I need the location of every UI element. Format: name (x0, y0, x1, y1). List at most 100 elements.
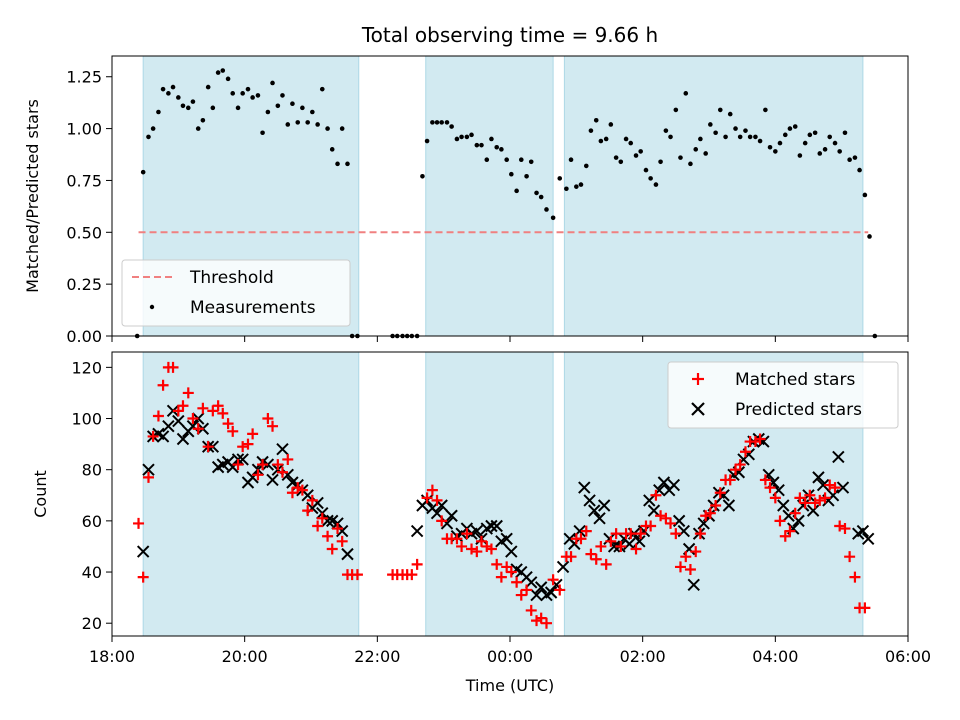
count-points (133, 361, 875, 629)
measurement-point (146, 134, 151, 140)
matched-star-point (451, 533, 463, 545)
measurement-point (499, 147, 504, 152)
measurement-point (454, 136, 460, 142)
matched-star-point (625, 528, 637, 540)
bottom-y-ticks: 20 40 60 80 100 120 (71, 358, 112, 633)
top-y-axis-label: Matched/Predicted stars (23, 99, 42, 293)
matched-star-point (475, 535, 487, 547)
matched-star-point (734, 459, 746, 471)
matched-star-point (794, 492, 806, 504)
measurement-point (180, 103, 186, 109)
measurement-point (583, 163, 589, 169)
predicted-star-point (647, 504, 661, 517)
measurement-point (484, 157, 490, 163)
measurement-point (514, 188, 519, 194)
predicted-star-point (806, 504, 820, 517)
predicted-star-point (667, 478, 681, 492)
predicted-star-point (162, 419, 175, 433)
matched-star-point (133, 517, 145, 529)
predicted-star-point (777, 499, 790, 512)
measurement-point (240, 91, 245, 96)
measurement-point (518, 157, 524, 163)
measurement-point (832, 140, 838, 146)
matched-star-point (227, 425, 239, 437)
measurement-point (474, 142, 480, 148)
matched-star-point (839, 523, 851, 535)
legend-predicted-swatch (691, 402, 705, 416)
predicted-star-point (657, 476, 671, 489)
predicted-star-point (281, 468, 294, 482)
matched-star-point (187, 413, 199, 425)
measurement-point (225, 76, 231, 82)
measurement-point (156, 109, 161, 115)
predicted-star-point (186, 419, 200, 433)
matched-star-point (521, 584, 533, 596)
predicted-star-point (583, 494, 596, 507)
predicted-star-point (593, 512, 606, 525)
matched-star-point (222, 418, 234, 430)
predicted-star-point (643, 494, 656, 507)
bottom-legend: Matched stars Predicted stars (667, 361, 899, 429)
predicted-star-point (530, 588, 543, 602)
measurement-point (434, 120, 440, 125)
predicted-star-point (861, 532, 875, 545)
measurement-point (538, 194, 544, 200)
predicted-star-point (276, 443, 289, 456)
matched-star-point (252, 469, 264, 481)
matched-star-point (212, 400, 224, 412)
predicted-star-point (578, 481, 591, 494)
measurement-point (857, 167, 862, 173)
measurement-point (713, 130, 718, 136)
measurement-point (339, 126, 345, 131)
legend-matched-label: Matched stars (735, 370, 855, 390)
measurement-point (757, 138, 763, 144)
matched-star-point (316, 512, 328, 524)
matched-star-point (421, 492, 433, 504)
predicted-star-point (836, 481, 850, 494)
measurement-point (593, 117, 599, 123)
measurement-point (469, 132, 474, 138)
matched-star-point (456, 540, 468, 552)
matched-star-point (670, 528, 682, 540)
matched-star-point (844, 551, 856, 563)
top-y-tick-label: 1.25 (66, 68, 102, 87)
matched-star-point (610, 528, 622, 540)
matched-star-point (142, 471, 154, 483)
matched-star-point (286, 487, 298, 499)
matched-star-point (242, 438, 254, 450)
measurement-point (464, 134, 470, 140)
predicted-star-point (816, 478, 830, 492)
predicted-star-point (156, 430, 170, 443)
measurement-point (698, 136, 703, 142)
matched-star-point (192, 423, 204, 435)
top-shaded-region-2 (425, 55, 554, 337)
measurement-point (544, 207, 549, 212)
matched-star-point (575, 533, 587, 545)
measurement-point (329, 147, 335, 152)
measurement-point (668, 134, 673, 140)
matched-star-point (471, 546, 483, 558)
matched-star-point (789, 507, 801, 519)
matched-star-point (466, 543, 478, 555)
predicted-star-point (812, 471, 825, 484)
matched-star-point (306, 494, 318, 506)
measurement-point (564, 186, 569, 192)
predicted-star-point (410, 524, 424, 538)
measurement-point (230, 91, 236, 96)
measurement-point (150, 126, 156, 131)
measurement-point (250, 95, 255, 100)
measurement-point (305, 120, 310, 125)
chart-title: Total observing time = 9.66 h (361, 23, 658, 47)
measurement-point (723, 134, 728, 140)
measurement-point (727, 111, 733, 117)
matched-star-point (157, 379, 169, 391)
measurement-point (782, 132, 788, 138)
matched-star-point (491, 558, 503, 570)
predicted-star-point (856, 524, 870, 538)
bottom-y-axis-label: Count (31, 470, 50, 518)
matched-star-point (684, 563, 696, 575)
matched-star-point (645, 520, 657, 532)
measurement-point (777, 140, 783, 146)
matched-star-point (540, 617, 552, 629)
matched-star-point (485, 543, 497, 555)
